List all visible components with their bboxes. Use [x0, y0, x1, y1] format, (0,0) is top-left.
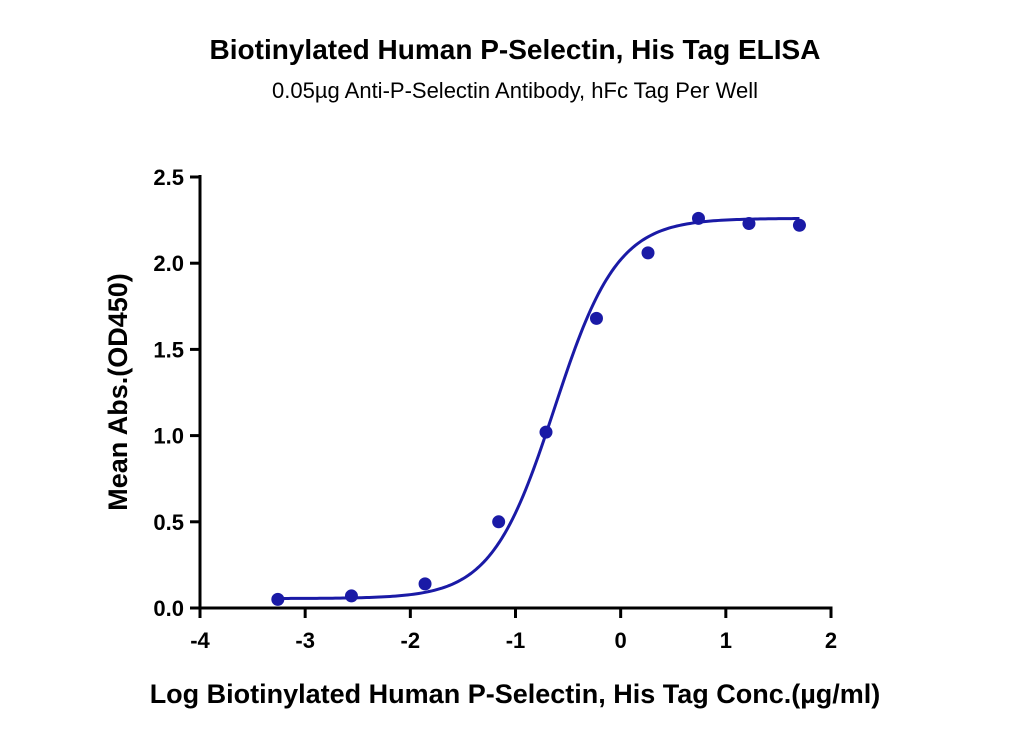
data-point — [641, 246, 655, 260]
x-tick-label: -4 — [190, 628, 210, 653]
y-axis-ticks: 0.0 0.5 1.0 1.5 2.0 2.5 — [153, 165, 200, 621]
data-points — [271, 211, 806, 606]
data-point — [589, 311, 603, 325]
x-tick-label: -1 — [506, 628, 526, 653]
data-point — [271, 592, 285, 606]
data-point — [492, 515, 506, 529]
data-point — [539, 425, 553, 439]
x-tick-label: 0 — [615, 628, 627, 653]
data-point — [418, 577, 432, 591]
data-point — [742, 217, 756, 231]
data-point — [792, 218, 806, 232]
y-tick-label: 0.5 — [153, 510, 184, 535]
chart-title: Biotinylated Human P-Selectin, His Tag E… — [209, 34, 821, 65]
y-tick-label: 2.0 — [153, 251, 184, 276]
chart-subtitle: 0.05µg Anti-P-Selectin Antibody, hFc Tag… — [272, 78, 758, 103]
y-axis-title: Mean Abs.(OD450) — [103, 273, 133, 511]
axes — [198, 175, 833, 610]
fit-curve — [277, 217, 800, 600]
x-axis-title: Log Biotinylated Human P-Selectin, His T… — [150, 679, 881, 709]
y-tick-label: 1.0 — [153, 424, 184, 449]
x-tick-label: 2 — [825, 628, 837, 653]
data-point — [691, 211, 705, 225]
data-point — [344, 589, 358, 603]
x-tick-label: -3 — [295, 628, 315, 653]
y-tick-label: 2.5 — [153, 165, 184, 190]
y-tick-label: 0.0 — [153, 596, 184, 621]
x-tick-label: -2 — [401, 628, 421, 653]
y-tick-label: 1.5 — [153, 337, 184, 362]
x-axis-ticks: -4 -3 -2 -1 0 1 2 — [190, 608, 837, 653]
x-tick-label: 1 — [720, 628, 732, 653]
